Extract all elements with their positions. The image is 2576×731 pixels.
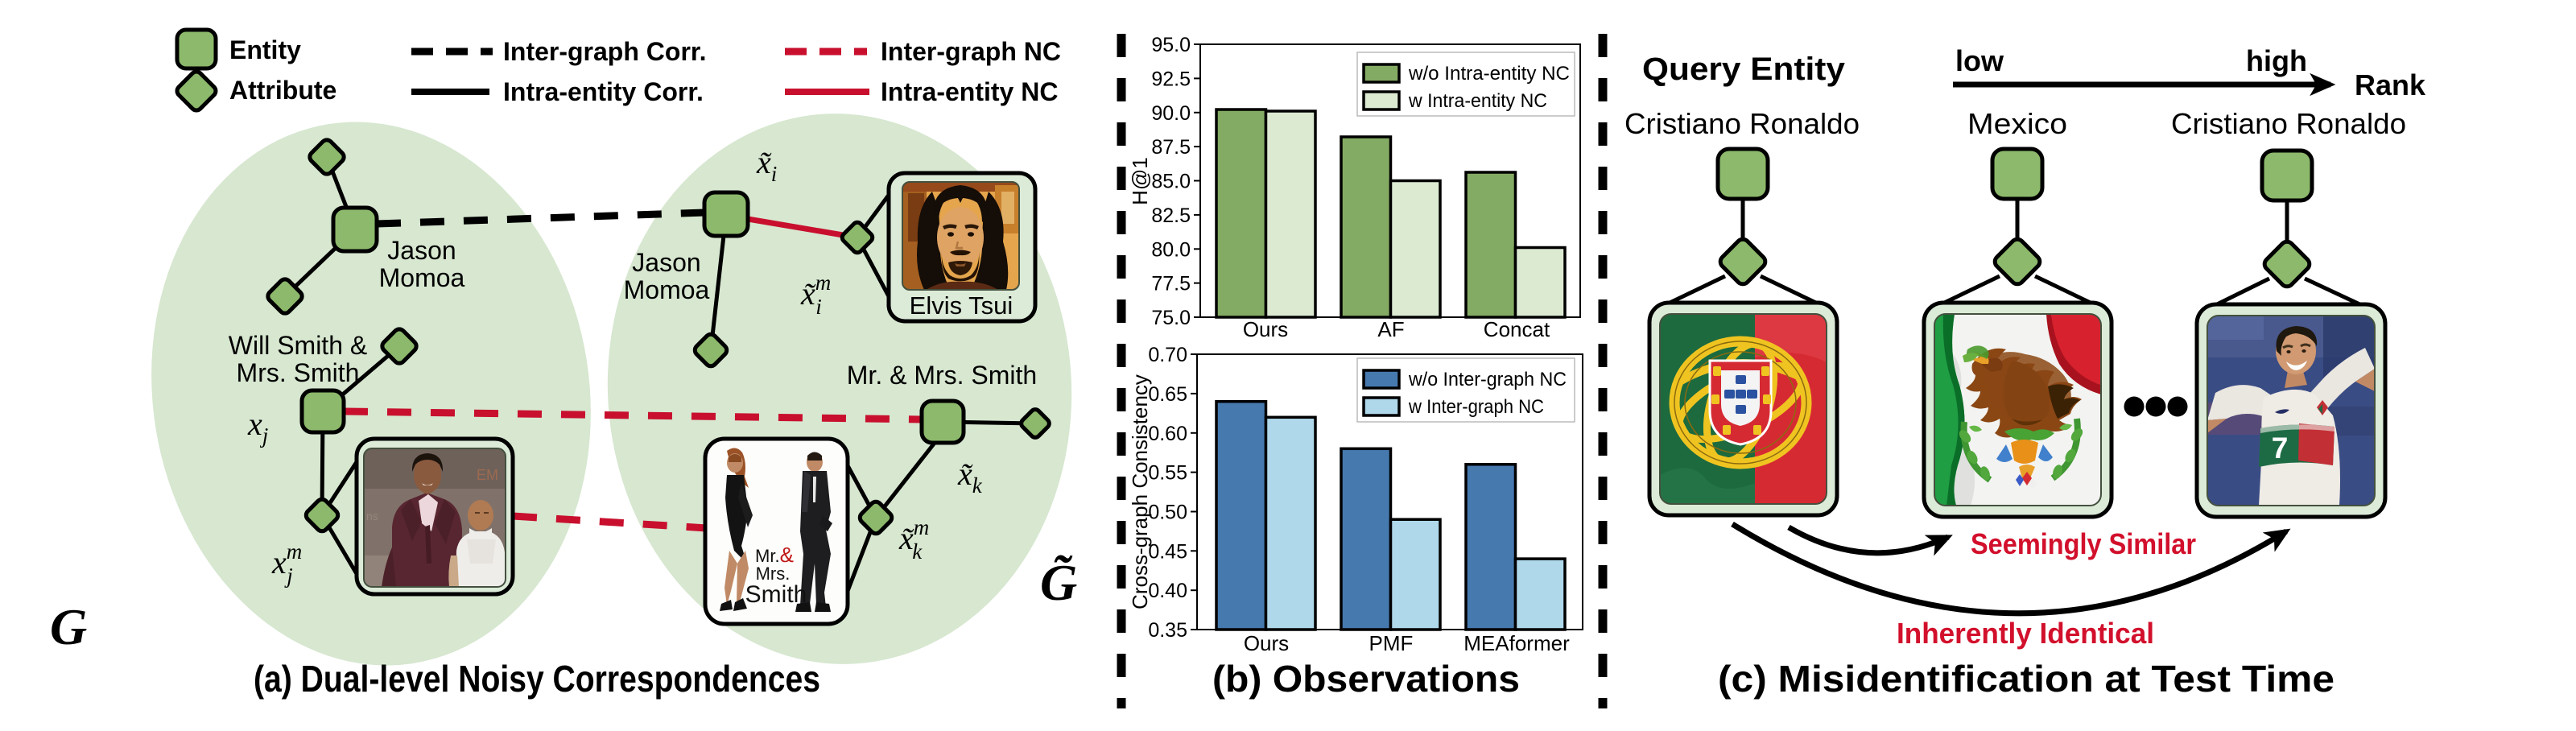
svg-text:G: G [50,598,87,655]
svg-text:0.50: 0.50 [1148,502,1187,524]
svg-text:(b) Observations: (b) Observations [1212,658,1520,700]
svg-text:Seemingly Similar: Seemingly Similar [1971,527,2196,560]
svg-text:0.35: 0.35 [1148,619,1187,642]
svg-text:(a) Dual-level Noisy Correspo: (a) Dual-level Noisy Correspondences [254,658,820,700]
svg-text:Mrs.: Mrs. [756,564,791,584]
svg-text:90.0: 90.0 [1151,102,1191,125]
svg-text:w/o Inter-graph NC: w/o Inter-graph NC [1408,369,1567,390]
svg-text:Jason: Jason [632,248,700,277]
svg-text:0.70: 0.70 [1148,344,1187,366]
svg-text:Will Smith &: Will Smith & [229,331,367,360]
svg-text:Intra-entity Corr.: Intra-entity Corr. [503,77,704,106]
svg-text:0.40: 0.40 [1148,580,1187,602]
svg-text:Inherently Identical: Inherently Identical [1897,617,2154,650]
svg-text:0.65: 0.65 [1148,383,1187,406]
svg-text:Concat: Concat [1484,317,1550,341]
svg-text:0.55: 0.55 [1148,462,1187,485]
svg-text:high: high [2246,44,2307,77]
svg-text:MEAformer: MEAformer [1463,631,1570,655]
svg-text:w Inter-graph NC: w Inter-graph NC [1408,396,1544,418]
svg-text:G̃: G̃ [1040,554,1077,611]
svg-text:Mexico: Mexico [1967,107,2067,140]
svg-text:Cristiano Ronaldo: Cristiano Ronaldo [2171,107,2406,140]
svg-text:Inter-graph Corr.: Inter-graph Corr. [503,37,706,66]
svg-text:Cristiano Ronaldo: Cristiano Ronaldo [1624,107,1860,140]
svg-text:H@1: H@1 [1128,157,1152,205]
svg-text:Momoa: Momoa [624,275,710,304]
svg-text:Momoa: Momoa [379,263,465,292]
svg-text:EM: EM [477,467,498,483]
svg-text:95.0: 95.0 [1151,34,1191,56]
svg-text:low: low [1955,44,2004,77]
svg-text:80.0: 80.0 [1151,238,1191,261]
svg-text:AF: AF [1377,317,1404,341]
svg-text:Ours: Ours [1244,631,1289,655]
svg-text:(c) Misidentification at Test: (c) Misidentification at Test Time [1718,658,2334,700]
svg-text:Inter-graph NC: Inter-graph NC [881,37,1061,66]
svg-text:Ours: Ours [1243,317,1288,341]
svg-text:0.60: 0.60 [1148,423,1187,445]
svg-text:0.45: 0.45 [1148,540,1187,563]
svg-text:ns: ns [366,510,378,522]
svg-text:Jason: Jason [387,236,456,265]
svg-text:Query Entity: Query Entity [1642,52,1846,87]
svg-text:PMF: PMF [1369,631,1414,655]
svg-text:Mr. & Mrs. Smith: Mr. & Mrs. Smith [847,361,1037,390]
svg-text:82.5: 82.5 [1151,204,1191,227]
svg-text:Mrs. Smith: Mrs. Smith [237,358,360,387]
svg-text:w Intra-entity NC: w Intra-entity NC [1408,90,1547,112]
svg-text:Entity: Entity [229,35,301,64]
svg-text:w/o Intra-entity NC: w/o Intra-entity NC [1408,63,1570,85]
svg-text:92.5: 92.5 [1151,68,1191,90]
svg-text:Attribute: Attribute [229,76,336,105]
svg-text:Rank: Rank [2355,68,2426,101]
svg-text:77.5: 77.5 [1151,273,1191,295]
svg-text:85.0: 85.0 [1151,171,1191,193]
svg-text:87.5: 87.5 [1151,136,1191,159]
svg-text:7: 7 [2272,432,2289,465]
svg-text:Smith: Smith [745,581,807,608]
svg-text:Elvis Tsui: Elvis Tsui [910,291,1013,320]
svg-text:Mr.&: Mr.& [755,543,794,567]
svg-text:75.0: 75.0 [1151,307,1191,329]
svg-text:Intra-entity NC: Intra-entity NC [881,77,1058,106]
svg-text:Cross-graph Consistency: Cross-graph Consistency [1128,374,1152,609]
